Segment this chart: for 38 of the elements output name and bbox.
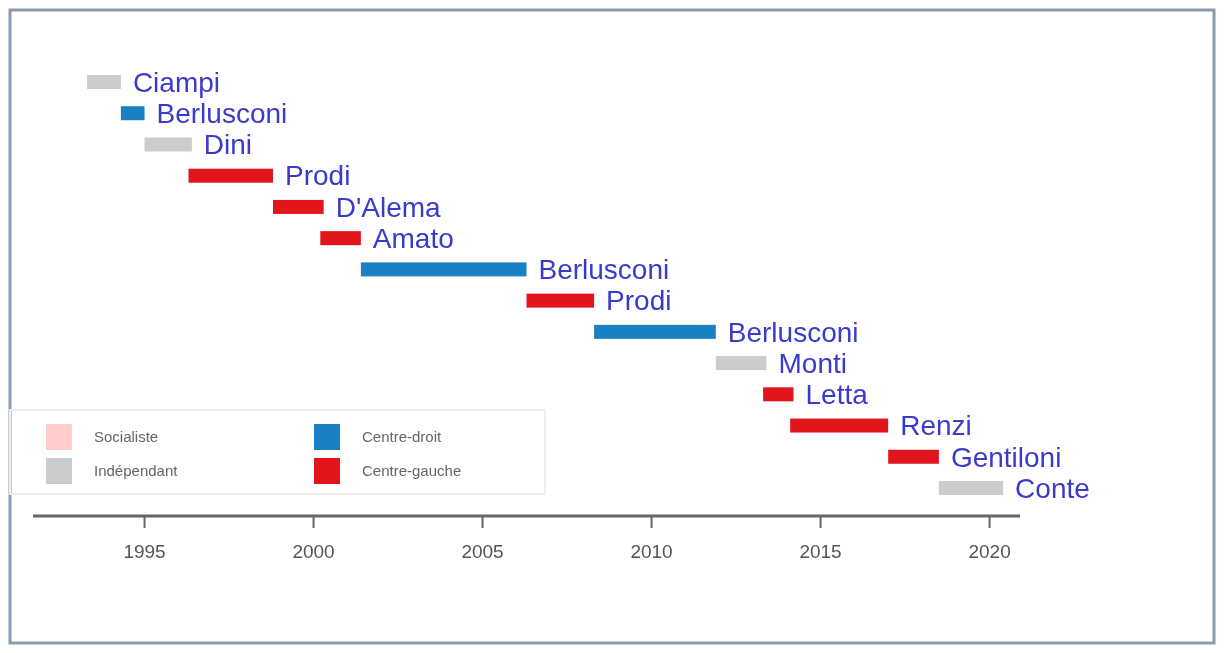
y-tick-label: Conte xyxy=(1015,472,1090,504)
legend-label: Socialiste xyxy=(94,428,159,446)
bar xyxy=(188,168,273,183)
y-tick-label: Prodi xyxy=(606,285,672,317)
y-tick-label: Berlusconi xyxy=(156,98,288,130)
y-tick-label: Dini xyxy=(203,129,253,161)
bar xyxy=(87,75,121,89)
bar xyxy=(526,293,595,308)
bar xyxy=(790,418,889,433)
y-tick-label: Renzi xyxy=(900,410,972,442)
y-tick-label: Berlusconi xyxy=(727,316,859,348)
y-tick-label: Amato xyxy=(372,222,454,254)
x-tick-label: 1995 xyxy=(123,541,166,562)
x-tick-label: 2000 xyxy=(292,541,335,562)
y-tick-label: Prodi xyxy=(284,160,351,192)
legend-label: Centre-droit xyxy=(362,428,443,446)
x-tick-label: 2015 xyxy=(799,541,842,562)
x-tick-label: 2010 xyxy=(630,541,673,562)
bar xyxy=(120,106,145,121)
y-tick-label: Letta xyxy=(805,379,869,411)
bar xyxy=(360,262,527,277)
y-tick-label: Berlusconi xyxy=(538,254,670,286)
y-tick-label: Monti xyxy=(778,347,847,379)
bar xyxy=(715,356,767,371)
bar xyxy=(888,449,939,464)
legend-label: Centre-gauche xyxy=(362,462,462,480)
y-tick-label: D'Alema xyxy=(335,191,442,223)
y-tick-label: Ciampi xyxy=(132,66,221,98)
bar xyxy=(938,481,1004,495)
bar xyxy=(320,231,361,246)
x-tick-label: 2005 xyxy=(461,541,504,562)
bar xyxy=(594,324,716,339)
x-tick-label: 2020 xyxy=(968,541,1011,562)
y-tick-label: Gentiloni xyxy=(950,441,1062,473)
bar xyxy=(272,199,324,214)
bar xyxy=(144,137,192,152)
legend-label: Indépendant xyxy=(94,462,179,480)
bar xyxy=(763,387,794,402)
